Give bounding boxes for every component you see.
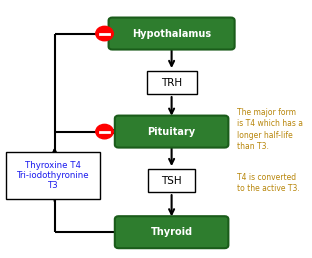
Text: The major form
is T4 which has a
longer half-life
than T3.: The major form is T4 which has a longer … bbox=[237, 108, 303, 151]
FancyBboxPatch shape bbox=[109, 18, 235, 50]
Text: Thyroid: Thyroid bbox=[150, 227, 193, 237]
FancyBboxPatch shape bbox=[148, 169, 195, 192]
Text: Pituitary: Pituitary bbox=[148, 127, 196, 136]
FancyBboxPatch shape bbox=[115, 216, 228, 248]
FancyBboxPatch shape bbox=[115, 116, 228, 148]
Text: TRH: TRH bbox=[161, 78, 182, 87]
FancyBboxPatch shape bbox=[6, 152, 100, 199]
FancyBboxPatch shape bbox=[147, 71, 197, 94]
Text: Hypothalamus: Hypothalamus bbox=[132, 29, 211, 38]
Text: TSH: TSH bbox=[161, 176, 182, 186]
Text: T4 is converted
to the active T3.: T4 is converted to the active T3. bbox=[237, 173, 300, 193]
Circle shape bbox=[96, 124, 113, 139]
Text: Thyroxine T4
Tri-iodothyronine
T3: Thyroxine T4 Tri-iodothyronine T3 bbox=[17, 160, 89, 190]
Circle shape bbox=[96, 26, 113, 41]
